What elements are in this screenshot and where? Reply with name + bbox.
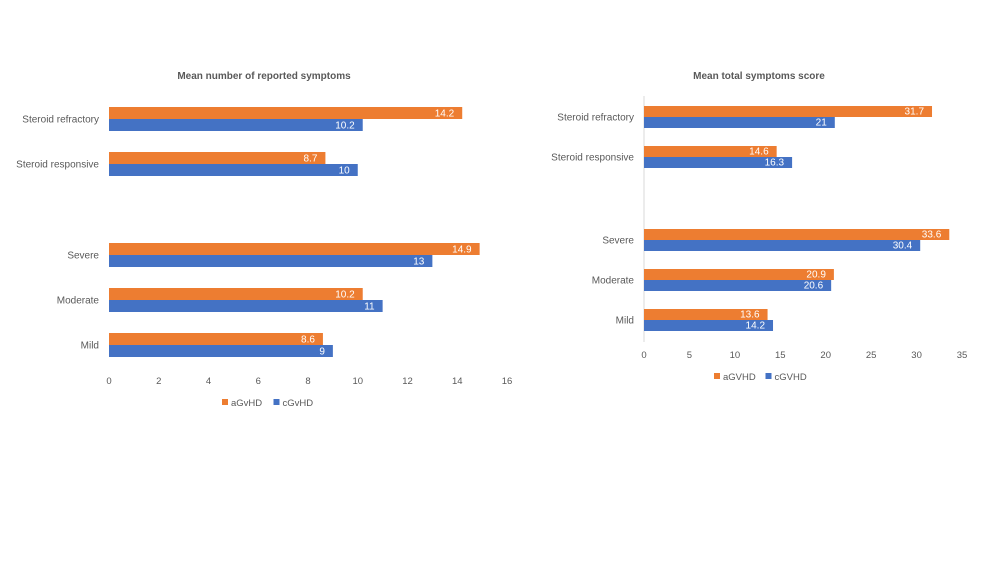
x-tick-label: 0 [106,376,111,387]
data-label: 9 [319,347,325,358]
bar-cgvhd [644,117,835,128]
data-label: 33.6 [922,230,942,241]
bar-cgvhd [644,157,793,168]
data-label: 8.7 [304,154,318,165]
legend-label: cGvHD [283,398,314,409]
x-tick-label: 25 [866,350,877,361]
data-label: 16.3 [765,158,785,169]
data-label: 8.6 [301,335,315,346]
bar-agvhd [109,107,463,119]
bar-cgvhd [109,300,383,312]
x-tick-label: 12 [402,376,413,387]
bar-cgvhd [109,164,358,176]
data-label: 14.9 [452,245,472,256]
data-label: 20.9 [806,270,826,281]
data-label: 30.4 [893,241,913,252]
bar-agvhd [644,146,777,157]
category-label: Steroid responsive [551,153,634,164]
bar-cgvhd [644,240,921,251]
x-tick-label: 35 [957,350,968,361]
x-tick-label: 8 [305,376,310,387]
bar-agvhd [644,309,768,320]
category-label: Mild [616,316,634,327]
legend-label: cGVHD [775,372,807,383]
x-tick-label: 5 [687,350,692,361]
legend-swatch-cgvhd [273,399,280,405]
category-label: Moderate [57,296,100,307]
x-tick-label: 2 [156,376,161,387]
bar-agvhd [109,288,363,300]
data-label: 20.6 [804,281,824,292]
bar-agvhd [644,269,834,280]
data-label: 14.2 [746,321,766,332]
data-label: 10 [339,166,351,177]
bar-cgvhd [109,255,433,267]
data-label: 14.6 [749,147,769,158]
bar-cgvhd [109,119,363,131]
category-label: Moderate [592,276,635,287]
chart-mean-total-symptoms-score: Mean total symptoms score Steroid refrac… [551,71,967,383]
data-label: 21 [816,118,828,129]
category-label: Mild [81,341,99,352]
data-label: 13.6 [740,310,760,321]
category-label: Steroid responsive [16,160,99,171]
data-label: 31.7 [905,107,925,118]
bar-agvhd [644,106,933,117]
x-tick-label: 30 [911,350,922,361]
x-tick-label: 6 [256,376,261,387]
legend-swatch-cgvhd [765,373,772,379]
category-label: Severe [67,251,99,262]
bar-agvhd [109,243,480,255]
bar-agvhd [644,229,950,240]
bar-cgvhd [644,280,832,291]
data-label: 14.2 [435,109,455,120]
category-label: Steroid refractory [557,113,634,124]
legend-swatch-agvhd [714,373,720,379]
legend-swatch-agvhd [222,399,228,405]
data-label: 11 [364,302,375,313]
chart-title: Mean total symptoms score [693,71,825,82]
data-label: 10.2 [335,290,355,301]
legend-label: aGVHD [723,372,756,383]
x-tick-label: 15 [775,350,786,361]
data-label: 10.2 [335,121,355,132]
x-tick-label: 10 [730,350,741,361]
x-tick-label: 20 [820,350,831,361]
x-tick-label: 16 [502,376,513,387]
data-label: 13 [413,257,425,268]
category-label: Steroid refractory [22,115,99,126]
chart-title: Mean number of reported symptoms [177,71,351,82]
x-tick-label: 10 [352,376,363,387]
bar-cgvhd [109,345,333,357]
x-tick-label: 0 [641,350,646,361]
x-tick-label: 14 [452,376,463,387]
x-tick-label: 4 [206,376,211,387]
category-label: Severe [602,236,634,247]
bar-agvhd [109,152,326,164]
bar-agvhd [109,333,323,345]
bar-cgvhd [644,320,774,331]
legend-label: aGvHD [231,398,262,409]
chart-mean-reported-symptoms: Mean number of reported symptoms Steroid… [16,71,512,409]
